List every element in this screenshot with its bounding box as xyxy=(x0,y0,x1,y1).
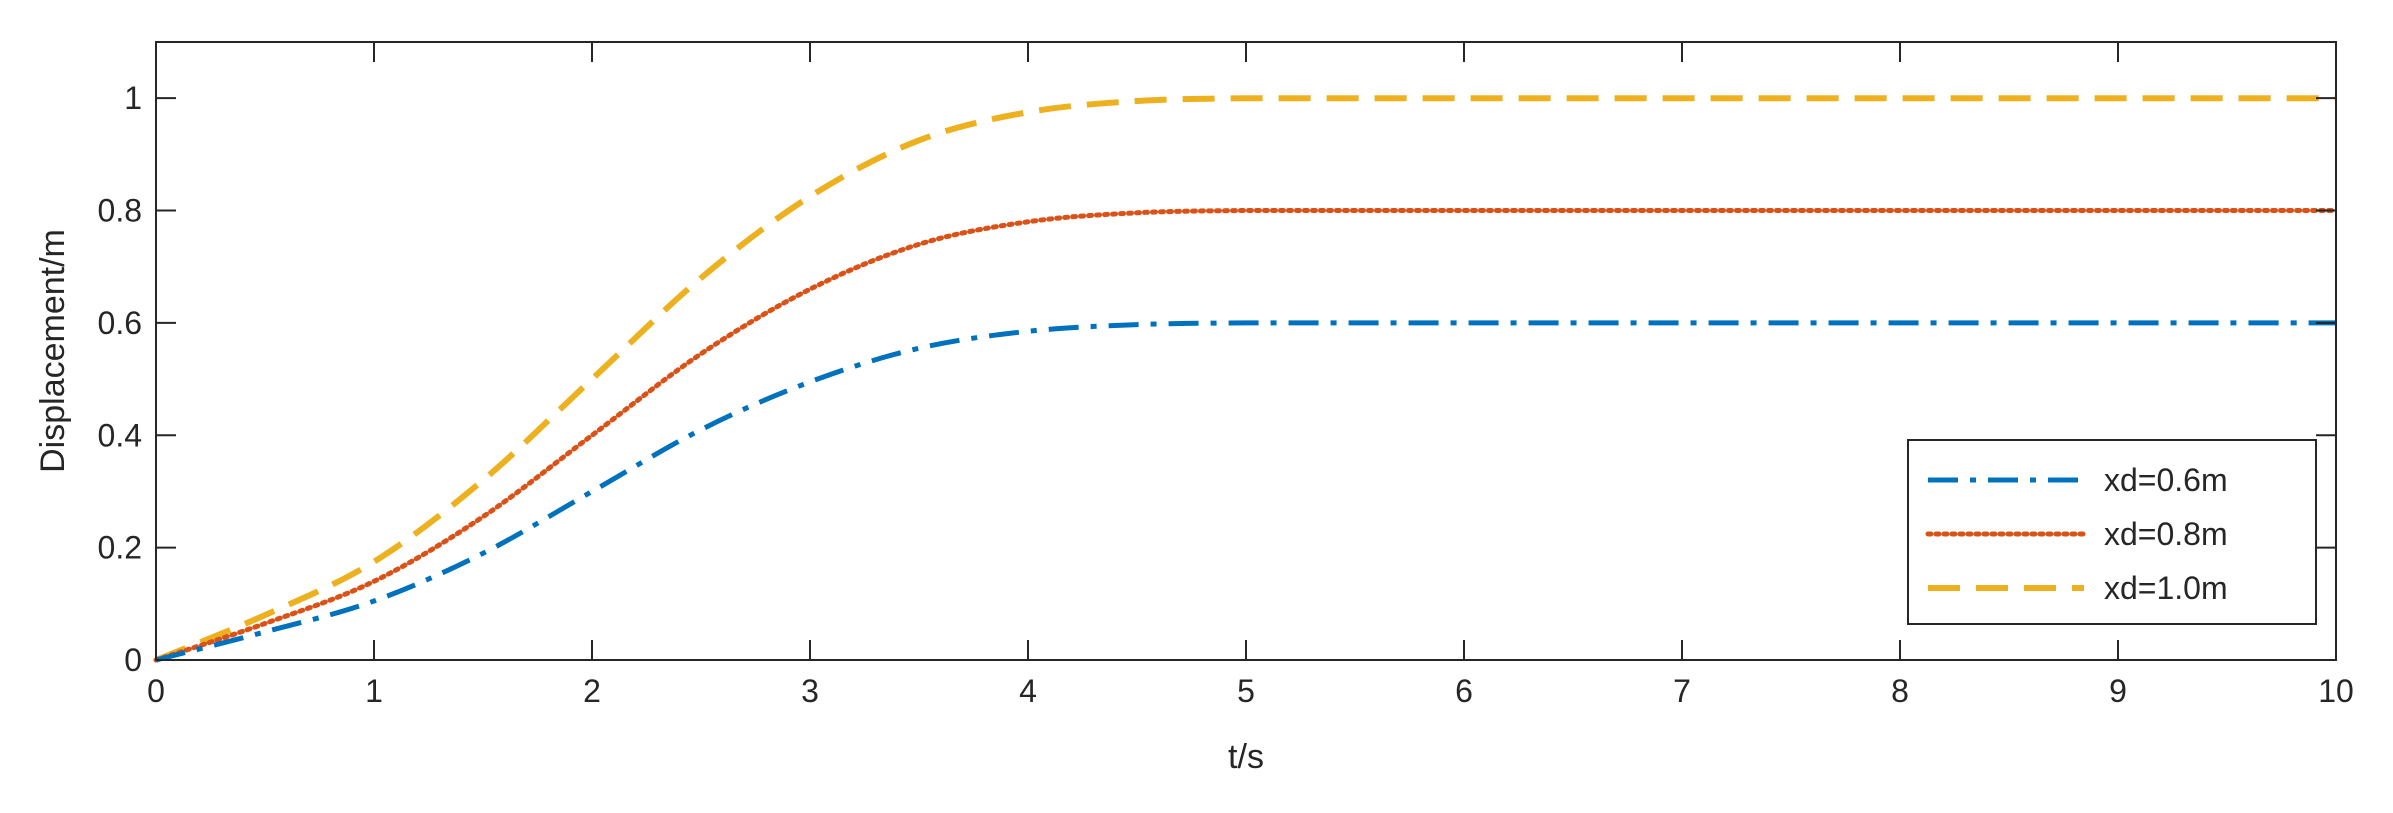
series-line-xd-0-8m xyxy=(153,207,2339,663)
y-tick-label: 0.8 xyxy=(98,193,142,229)
x-tick-label: 10 xyxy=(2318,673,2354,709)
series-line-xd-1-0m xyxy=(154,95,2336,663)
x-tick-label: 1 xyxy=(365,673,383,709)
legend: xd=0.6m xd=0.8m xd=1.0m xyxy=(1907,439,2317,625)
ticks-layer: 0 1 2 3 4 5 6 7 8 9 10 0 0.2 0.4 0.6 0.8 1 xyxy=(98,42,2354,709)
x-tick-label: 6 xyxy=(1455,673,1473,709)
legend-label: xd=0.6m xyxy=(2104,462,2228,498)
y-tick-label: 0.6 xyxy=(98,305,142,341)
x-tick-label: 3 xyxy=(801,673,819,709)
y-tick-label: 0 xyxy=(124,642,142,678)
series-layer xyxy=(153,95,2339,663)
x-axis-label: t/s xyxy=(1228,738,1264,776)
x-tick-label: 2 xyxy=(583,673,601,709)
axes-box xyxy=(155,41,2337,661)
x-tick-label: 9 xyxy=(2109,673,2127,709)
legend-label: xd=1.0m xyxy=(2104,570,2228,606)
legend-label: xd=0.8m xyxy=(2104,516,2228,552)
y-tick-label: 0.2 xyxy=(98,530,142,566)
x-tick-label: 8 xyxy=(1891,673,1909,709)
y-tick-label: 0.4 xyxy=(98,417,142,453)
x-tick-label: 0 xyxy=(147,673,165,709)
x-tick-label: 5 xyxy=(1237,673,1255,709)
series-line-xd-0-6m xyxy=(155,320,2336,663)
x-tick-label: 4 xyxy=(1019,673,1037,709)
x-tick-label: 7 xyxy=(1673,673,1691,709)
y-axis-label: Displacement/m xyxy=(34,229,72,473)
y-tick-label: 1 xyxy=(124,80,142,116)
